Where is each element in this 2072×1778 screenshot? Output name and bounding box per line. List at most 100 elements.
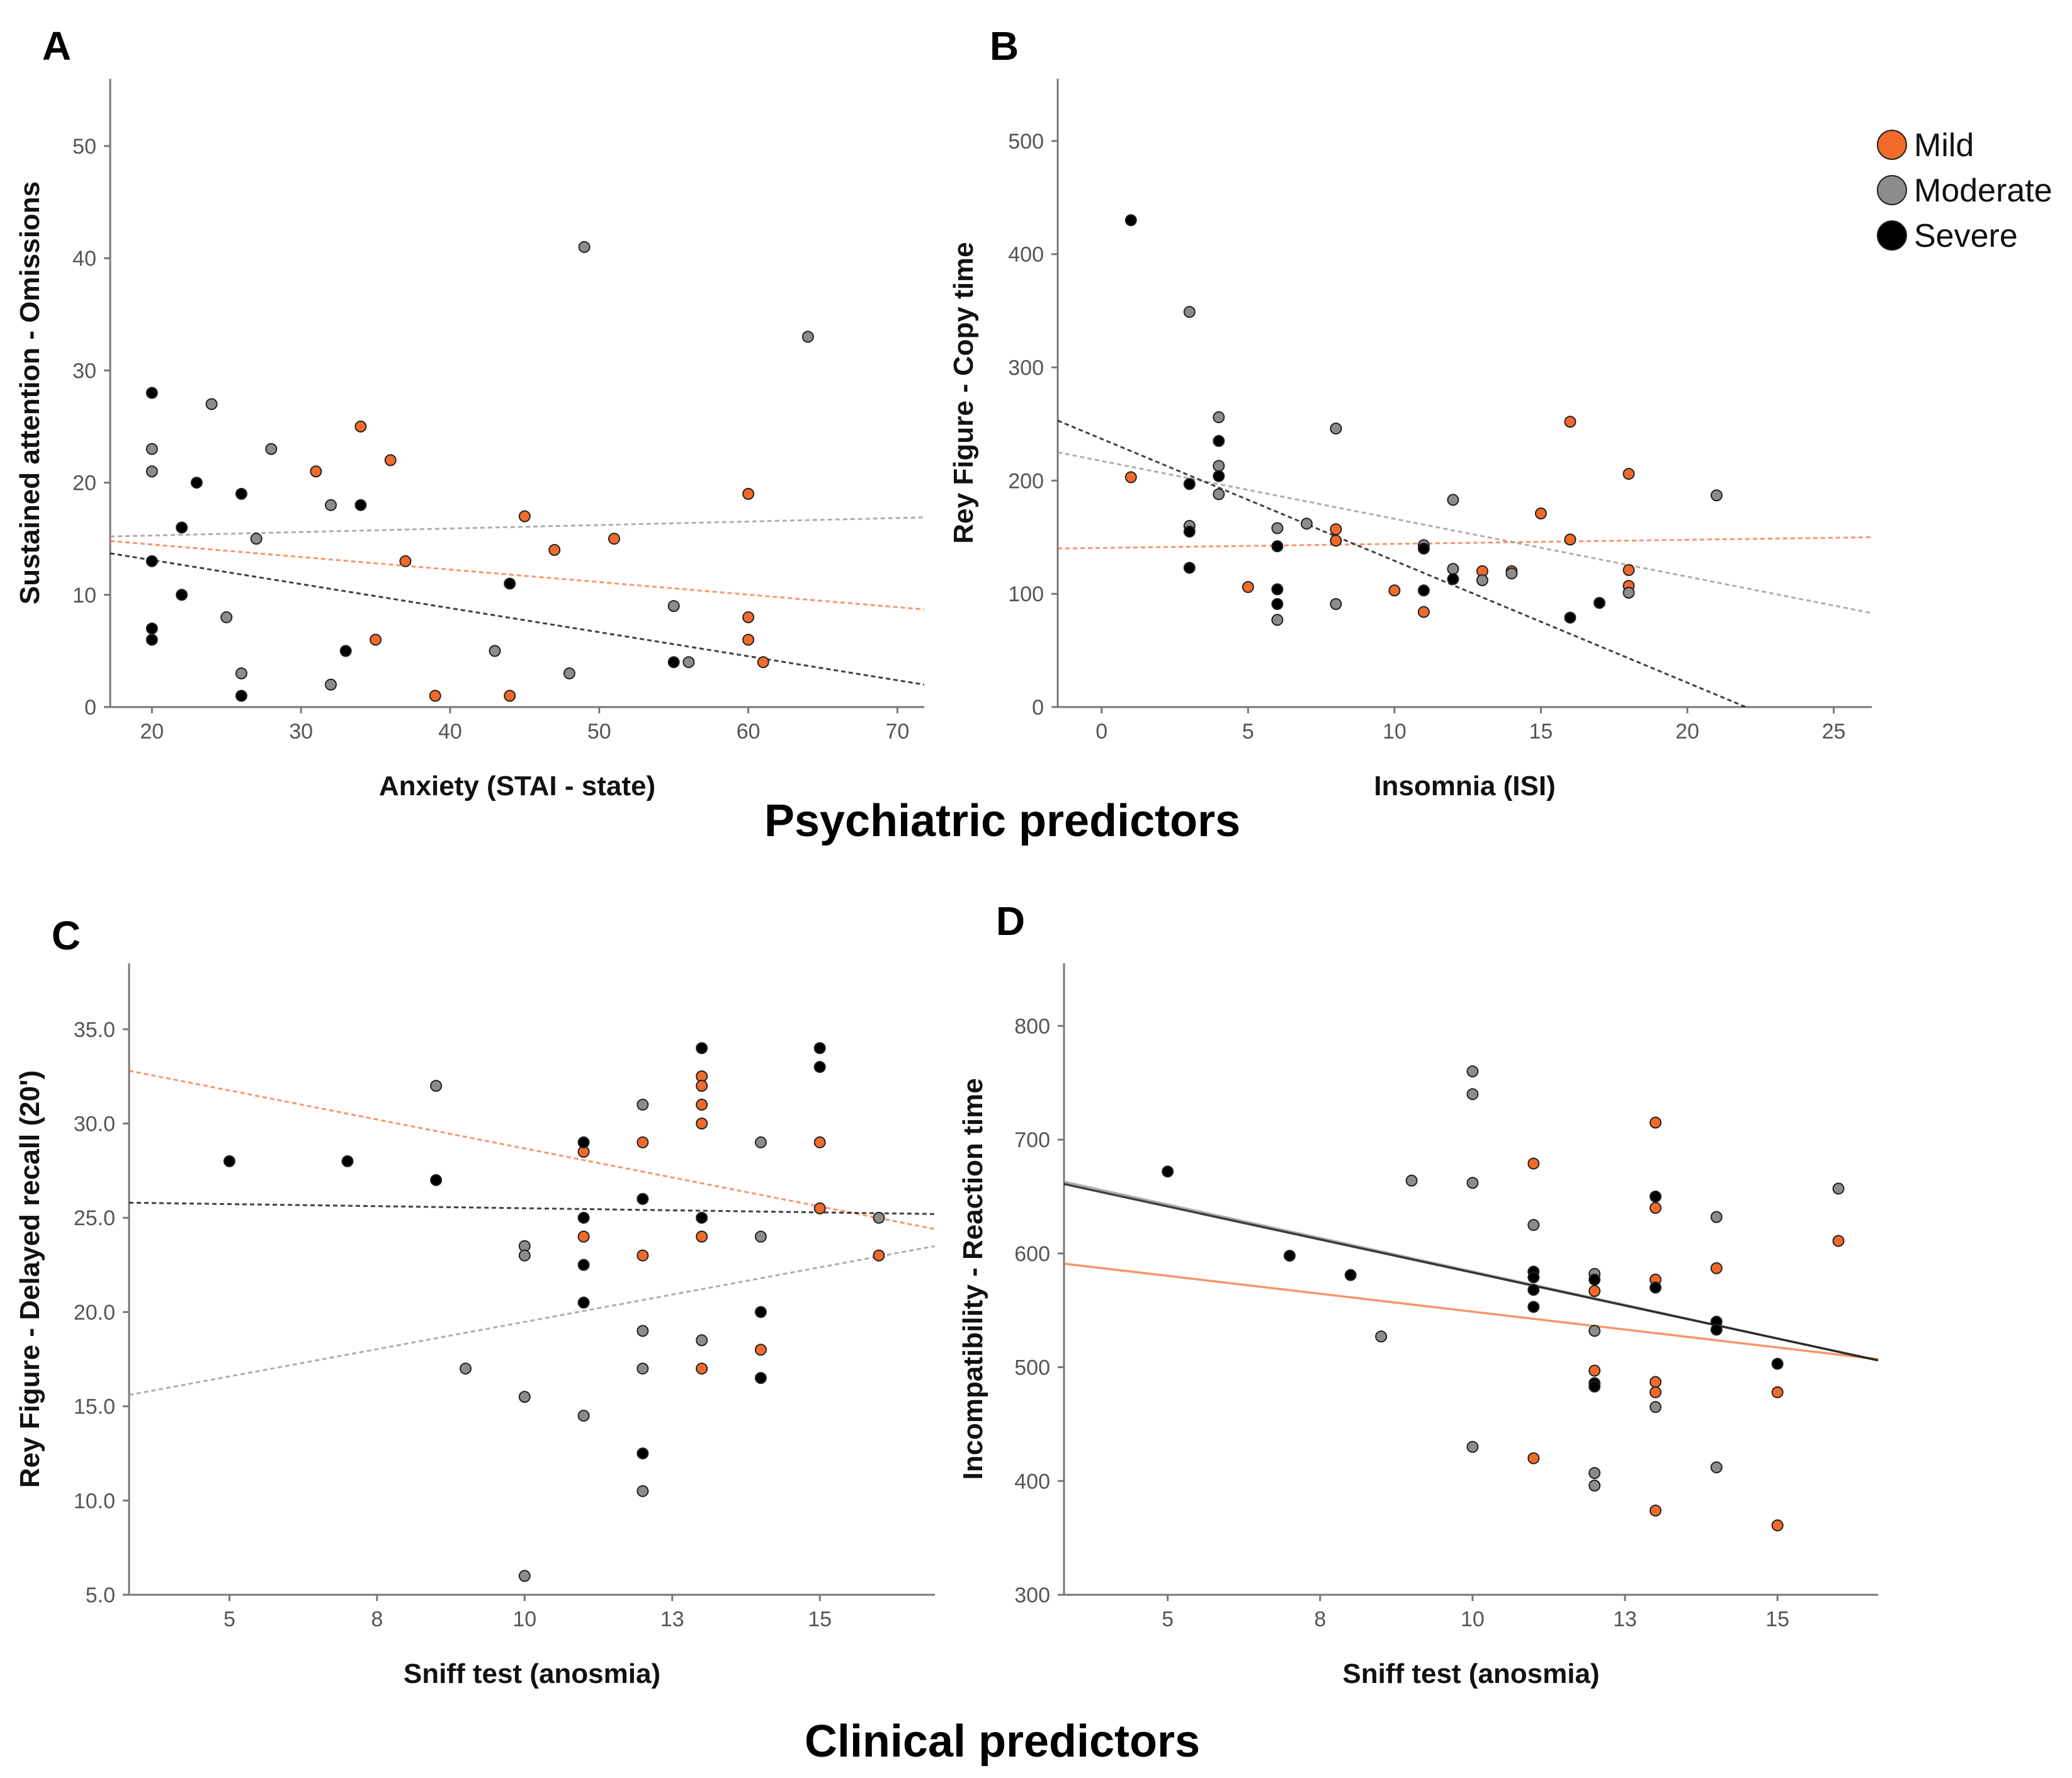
panel-a-point-mild bbox=[399, 555, 412, 567]
panel-c-point-moderate bbox=[460, 1362, 472, 1375]
panel-d-point-moderate bbox=[1710, 1211, 1723, 1223]
panel-d-point-severe bbox=[1344, 1269, 1357, 1281]
panel-b-point-moderate bbox=[1447, 494, 1459, 506]
panel-a-x-tick-label: 50 bbox=[587, 720, 611, 744]
panel-a-point-moderate bbox=[145, 465, 158, 478]
panel-d-trend-line-mild bbox=[1064, 1262, 1878, 1361]
panel-b-point-mild bbox=[1564, 533, 1577, 546]
panel-d-point-severe bbox=[1283, 1249, 1296, 1262]
panel-a-point-mild bbox=[354, 420, 367, 433]
panel-a-point-moderate bbox=[489, 645, 501, 657]
panel-c-x-tick-label: 5 bbox=[224, 1607, 235, 1631]
panel-d-point-severe bbox=[1649, 1190, 1662, 1203]
panel-a-point-moderate bbox=[265, 443, 278, 455]
section-title-clinical: Clinical predictors bbox=[805, 1716, 1200, 1767]
panel-a-point-moderate bbox=[220, 611, 233, 623]
panel-c-point-moderate bbox=[637, 1325, 649, 1337]
panel-c-point-mild bbox=[813, 1136, 826, 1148]
panel-b-y-tick-label: 400 bbox=[1008, 243, 1044, 267]
panel-d-point-mild bbox=[1649, 1202, 1662, 1215]
panel-c-point-mild bbox=[696, 1362, 708, 1375]
legend-label-moderate: Moderate bbox=[1914, 173, 2052, 209]
panel-c-point-moderate bbox=[518, 1249, 531, 1262]
panel-a-point-moderate bbox=[563, 667, 575, 680]
panel-a-y-tick-label: 0 bbox=[84, 696, 96, 720]
panel-a-point-moderate bbox=[235, 667, 247, 680]
panel-a-point-moderate bbox=[667, 600, 680, 613]
panel-b-letter: B bbox=[990, 23, 1019, 69]
panel-a-point-severe bbox=[176, 521, 188, 534]
panel-c-trend-line-severe bbox=[129, 1201, 935, 1215]
panel-c-point-moderate bbox=[754, 1136, 767, 1148]
panel-b-trend-line-severe bbox=[1058, 419, 1746, 707]
panel-c-point-moderate bbox=[637, 1485, 649, 1497]
panel-d-point-moderate bbox=[1466, 1177, 1479, 1189]
panel-c-point-moderate bbox=[754, 1230, 767, 1243]
panel-c-point-moderate bbox=[696, 1334, 708, 1347]
panel-d-x-tick-label: 10 bbox=[1461, 1607, 1485, 1631]
panel-a-point-mild bbox=[742, 487, 755, 500]
panel-b-point-severe bbox=[1213, 434, 1225, 447]
panel-a-point-moderate bbox=[578, 241, 591, 253]
panel-d-x-tick-label: 13 bbox=[1613, 1607, 1637, 1631]
panel-c-point-mild bbox=[873, 1249, 885, 1262]
panel-a-x-axis-label: Anxiety (STAI - state) bbox=[379, 771, 655, 801]
panel-b-y-tick-label: 0 bbox=[1032, 696, 1044, 720]
panel-c-x-axis-label: Sniff test (anosmia) bbox=[404, 1658, 660, 1689]
panel-d-point-severe bbox=[1527, 1301, 1540, 1313]
panel-d-point-mild bbox=[1649, 1376, 1662, 1388]
panel-d-y-tick-label: 600 bbox=[1014, 1242, 1050, 1266]
panel-c-point-moderate bbox=[637, 1362, 649, 1375]
panel-a-y-tick-label: 20 bbox=[72, 472, 96, 495]
panel-d-point-moderate bbox=[1588, 1480, 1601, 1492]
panel-d-x-tick-label: 8 bbox=[1314, 1607, 1326, 1631]
panel-d-point-moderate bbox=[1649, 1401, 1662, 1413]
panel-c-point-mild bbox=[696, 1230, 708, 1243]
panel-d-point-mild bbox=[1527, 1157, 1540, 1170]
panel-a-point-mild bbox=[310, 465, 322, 478]
panel-d-y-tick-label: 400 bbox=[1014, 1469, 1050, 1493]
panel-b-x-tick-label: 10 bbox=[1383, 720, 1407, 744]
panel-a-point-moderate bbox=[324, 499, 337, 511]
panel-c-x-tick-label: 15 bbox=[808, 1607, 832, 1631]
panel-c-x-tick-label: 8 bbox=[371, 1607, 383, 1631]
panel-a-point-moderate bbox=[682, 656, 695, 669]
legend: Mild Moderate Severe bbox=[1877, 127, 2052, 254]
legend-label-severe: Severe bbox=[1914, 218, 2018, 254]
panel-c-y-tick-label: 30.0 bbox=[74, 1112, 115, 1136]
panel-b-point-moderate bbox=[1710, 489, 1723, 502]
panel-d-point-severe bbox=[1527, 1271, 1540, 1284]
panel-a-point-mild bbox=[518, 510, 531, 523]
panel-a-point-moderate bbox=[145, 443, 158, 455]
panel-a-point-mild bbox=[757, 656, 769, 669]
panel-d-y-tick-label: 800 bbox=[1014, 1014, 1050, 1038]
panel-a-point-severe bbox=[145, 555, 158, 567]
panel-b-x-axis-label: Insomnia (ISI) bbox=[1374, 771, 1555, 801]
panel-c-point-moderate bbox=[577, 1410, 590, 1422]
panel-d-point-moderate bbox=[1710, 1461, 1723, 1474]
panel-a-point-severe bbox=[235, 487, 247, 500]
panel-c-delayed-recall-vs-sniff-test: 5.0 10.0 15.0 20.0 25.0 30.0 35.0 5 8 10 13 15 Sniff… bbox=[14, 913, 935, 1689]
panel-d-point-severe bbox=[1588, 1380, 1601, 1393]
panel-b-point-moderate bbox=[1300, 518, 1313, 530]
panel-a-trend-line-severe bbox=[110, 552, 924, 686]
panel-b-point-severe bbox=[1417, 542, 1430, 555]
panel-d-point-mild bbox=[1588, 1284, 1601, 1297]
panel-c-point-moderate bbox=[430, 1080, 443, 1092]
panel-c-y-tick-label: 35.0 bbox=[74, 1018, 115, 1042]
panel-b-point-severe bbox=[1124, 214, 1137, 227]
panel-a-point-mild bbox=[548, 544, 561, 556]
panel-d-point-severe bbox=[1588, 1273, 1601, 1286]
panel-a-y-axis-label: Sustained attention - Omissions bbox=[14, 181, 45, 604]
panel-c-point-mild bbox=[696, 1099, 708, 1111]
panel-b-y-tick-label: 200 bbox=[1008, 469, 1044, 493]
panel-c-point-moderate bbox=[873, 1211, 885, 1224]
panel-a-point-mild bbox=[370, 633, 382, 646]
panel-a-point-severe bbox=[145, 387, 158, 399]
panel-d-point-moderate bbox=[1375, 1330, 1388, 1343]
panel-d-y-tick-label: 300 bbox=[1014, 1583, 1050, 1607]
panel-d-point-moderate bbox=[1466, 1088, 1479, 1101]
legend-marker-mild bbox=[1877, 130, 1907, 160]
panel-b-point-severe bbox=[1213, 470, 1225, 482]
panel-d-trend-line-severe bbox=[1064, 1182, 1878, 1362]
